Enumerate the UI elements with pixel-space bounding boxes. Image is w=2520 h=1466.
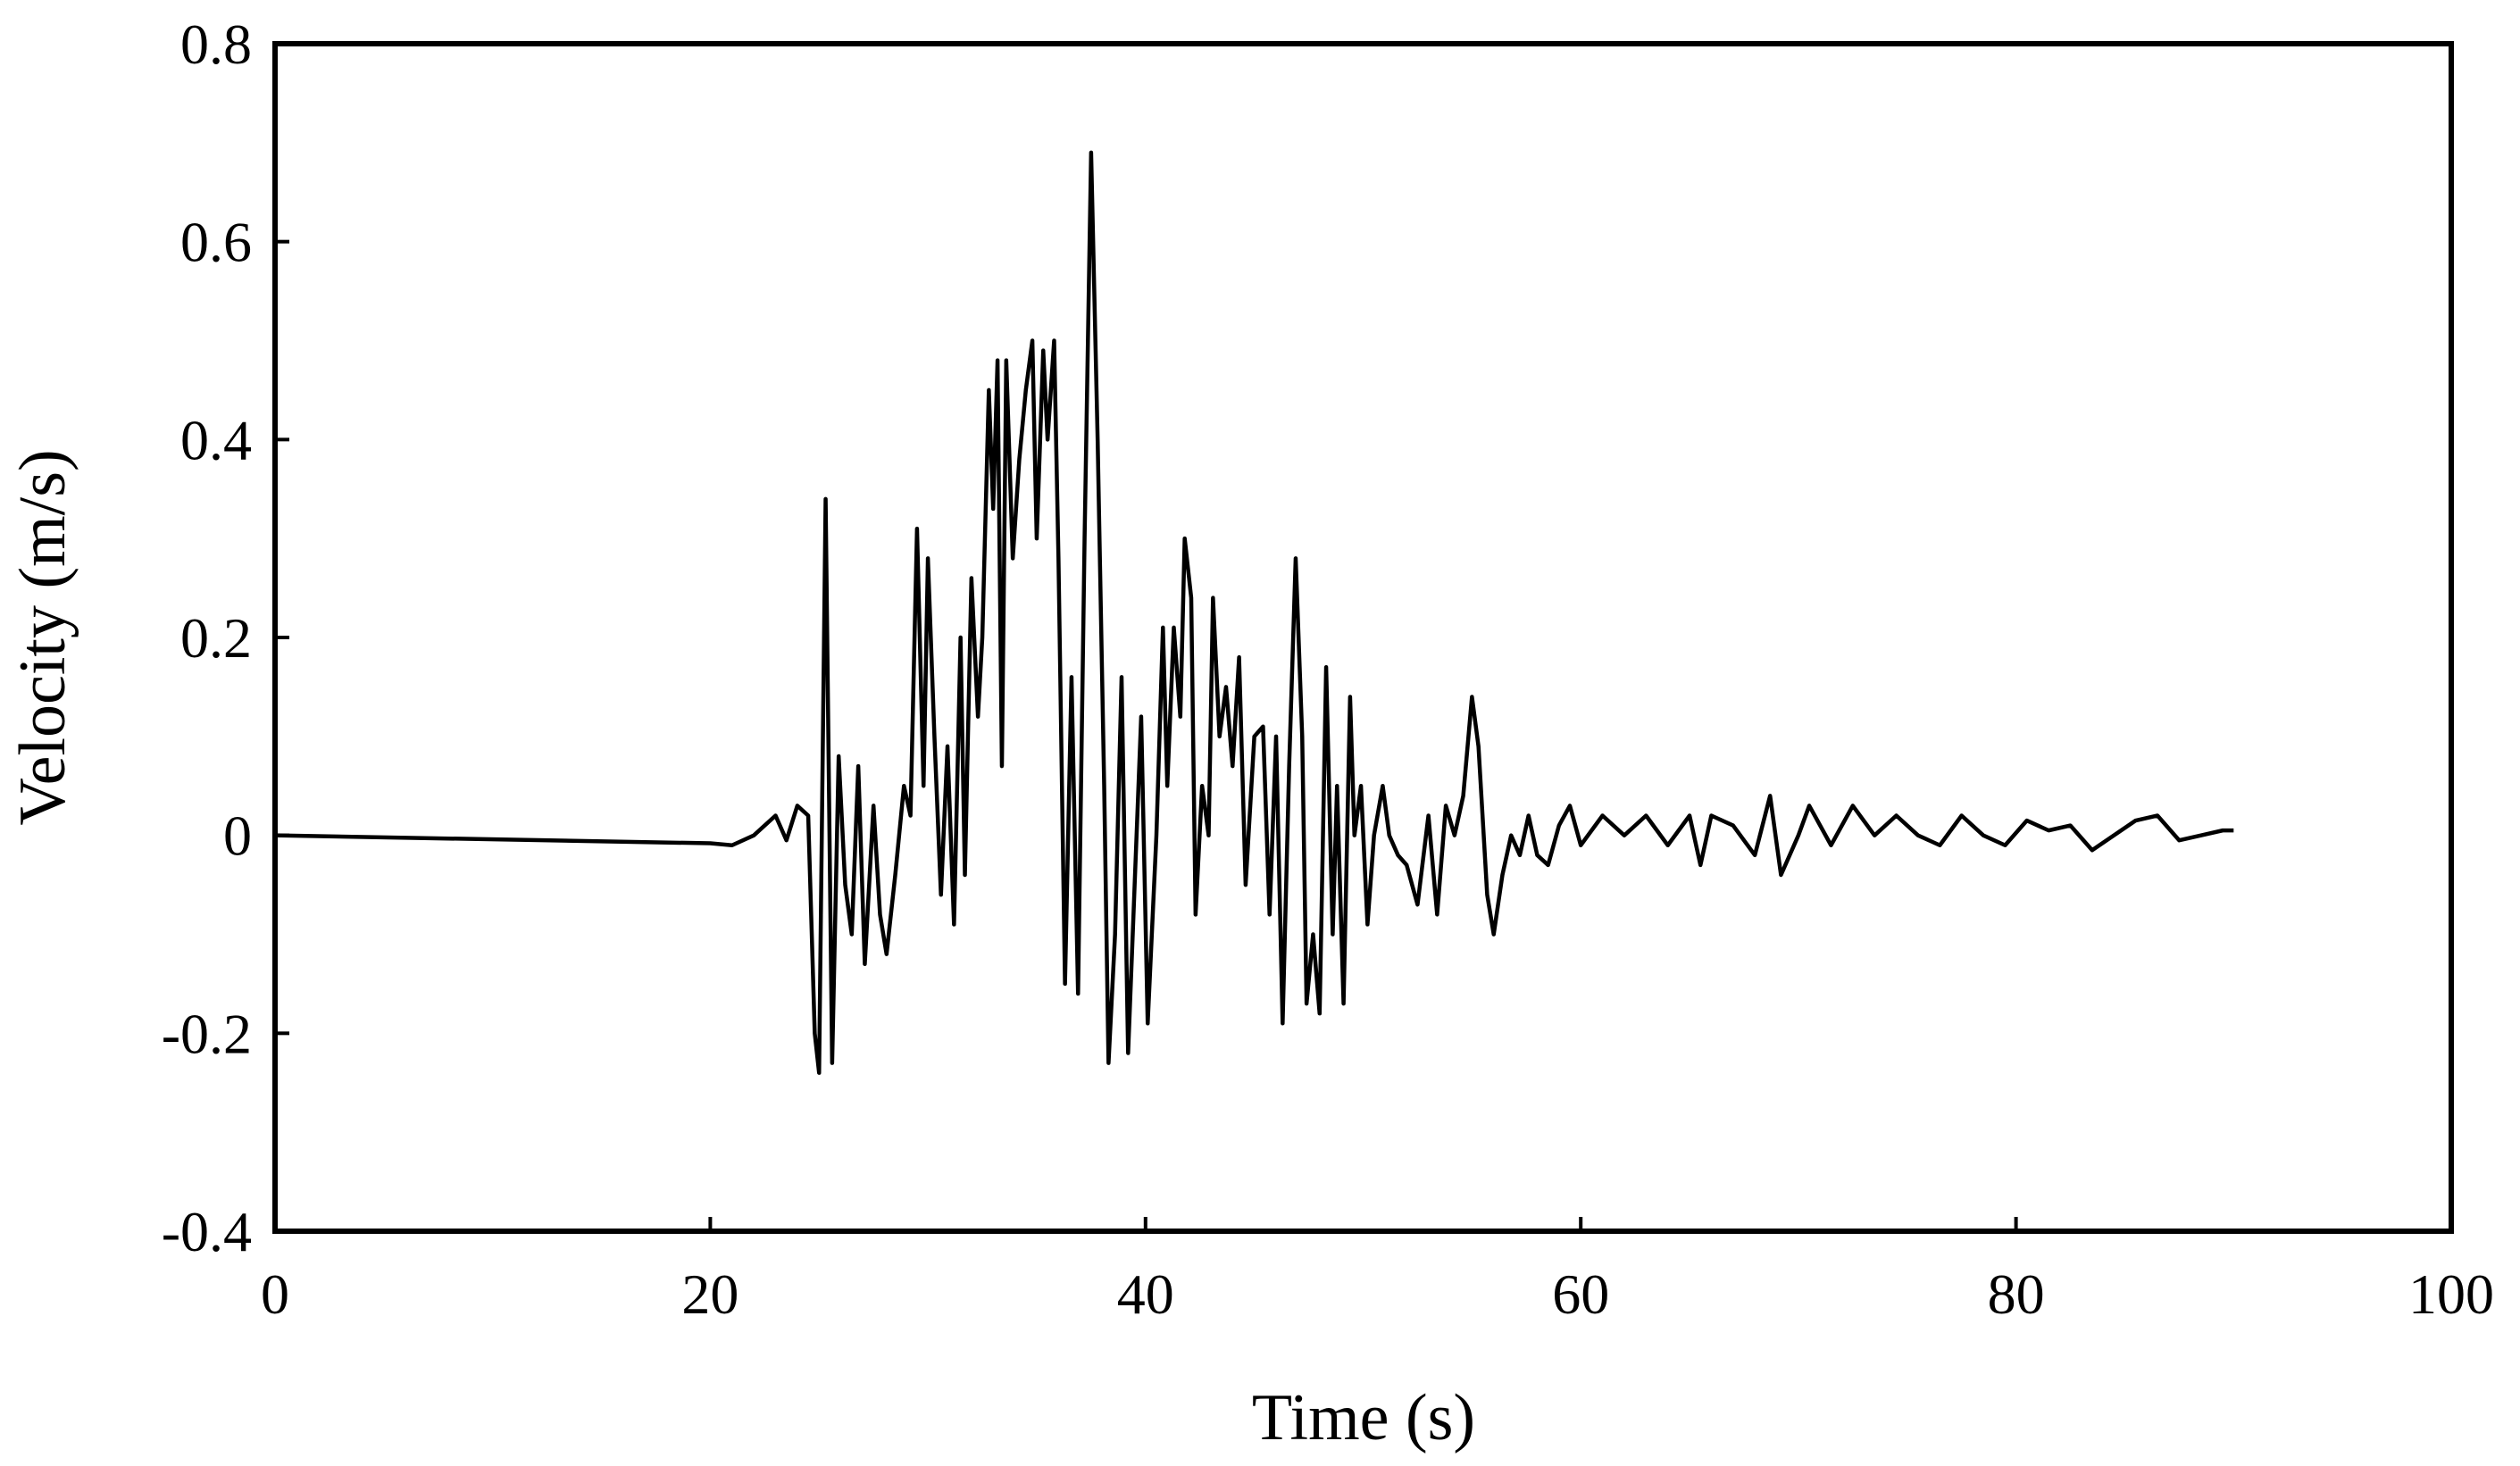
y-tick-label: -0.4 [162,1200,252,1263]
x-tick-label: 80 [1988,1262,2045,1326]
y-tick-label: 0 [223,804,252,868]
y-tick-label: 0.4 [180,408,252,471]
x-tick-label: 20 [681,1262,738,1326]
y-tick-label: 0.2 [180,606,252,670]
y-tick-label: 0.6 [180,211,252,274]
x-tick-label: 60 [1552,1262,1609,1326]
x-tick-label: 100 [2408,1262,2494,1326]
y-tick-label: -0.2 [162,1002,252,1065]
y-tick-label: 0.8 [180,12,252,76]
plot-frame [272,41,2454,1234]
x-axis-title: Time (s) [1252,1381,1475,1454]
x-tick-label: 40 [1117,1262,1174,1326]
y-axis-title: Velocity (m/s) [6,449,79,825]
x-tick-label: 0 [261,1262,289,1326]
velocity-line [274,150,2234,1075]
